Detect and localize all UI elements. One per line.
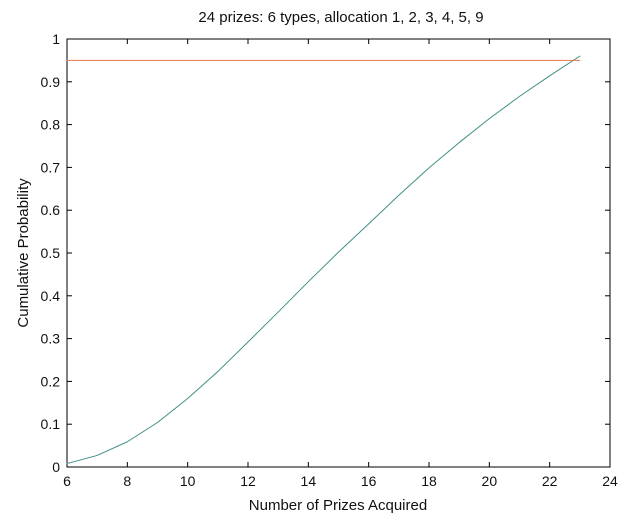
x-tick-label: 22: [542, 473, 558, 489]
x-tick-label: 12: [240, 473, 256, 489]
x-tick-label: 24: [602, 473, 618, 489]
y-tick-label: 0.5: [41, 245, 61, 261]
y-tick-label: 0.1: [41, 416, 61, 432]
x-tick-label: 14: [301, 473, 317, 489]
y-tick-label: 0.8: [41, 117, 61, 133]
x-tick-label: 10: [180, 473, 196, 489]
y-tick-label: 1: [52, 31, 60, 47]
x-axis-ticks: 6 8 10 12 14 16 18 20 22 24: [63, 39, 618, 489]
y-tick-label: 0.7: [41, 159, 61, 175]
series-layer: [66, 55, 581, 465]
y-tick-label: 0.3: [41, 331, 61, 347]
x-tick-label: 8: [123, 473, 131, 489]
series-line-cumulative-probability: [66, 55, 581, 465]
y-axis-label: Cumulative Probability: [15, 178, 32, 328]
y-axis-ticks: 0 0.1 0.2 0.3 0.4 0.5 0.6 0.7 0.8 0.9 1: [41, 31, 610, 475]
x-axis-label: Number of Prizes Acquired: [249, 497, 427, 514]
x-tick-label: 16: [361, 473, 377, 489]
plot-area: [66, 38, 611, 468]
x-tick-label: 18: [421, 473, 437, 489]
y-tick-label: 0.4: [41, 288, 61, 304]
y-tick-label: 0.9: [41, 74, 61, 90]
x-tick-label: 6: [63, 473, 71, 489]
y-tick-label: 0.6: [41, 202, 61, 218]
y-tick-label: 0: [52, 459, 60, 475]
chart-title: 24 prizes: 6 types, allocation 1, 2, 3, …: [198, 9, 483, 26]
x-tick-label: 20: [482, 473, 498, 489]
y-tick-label: 0.2: [41, 373, 61, 389]
